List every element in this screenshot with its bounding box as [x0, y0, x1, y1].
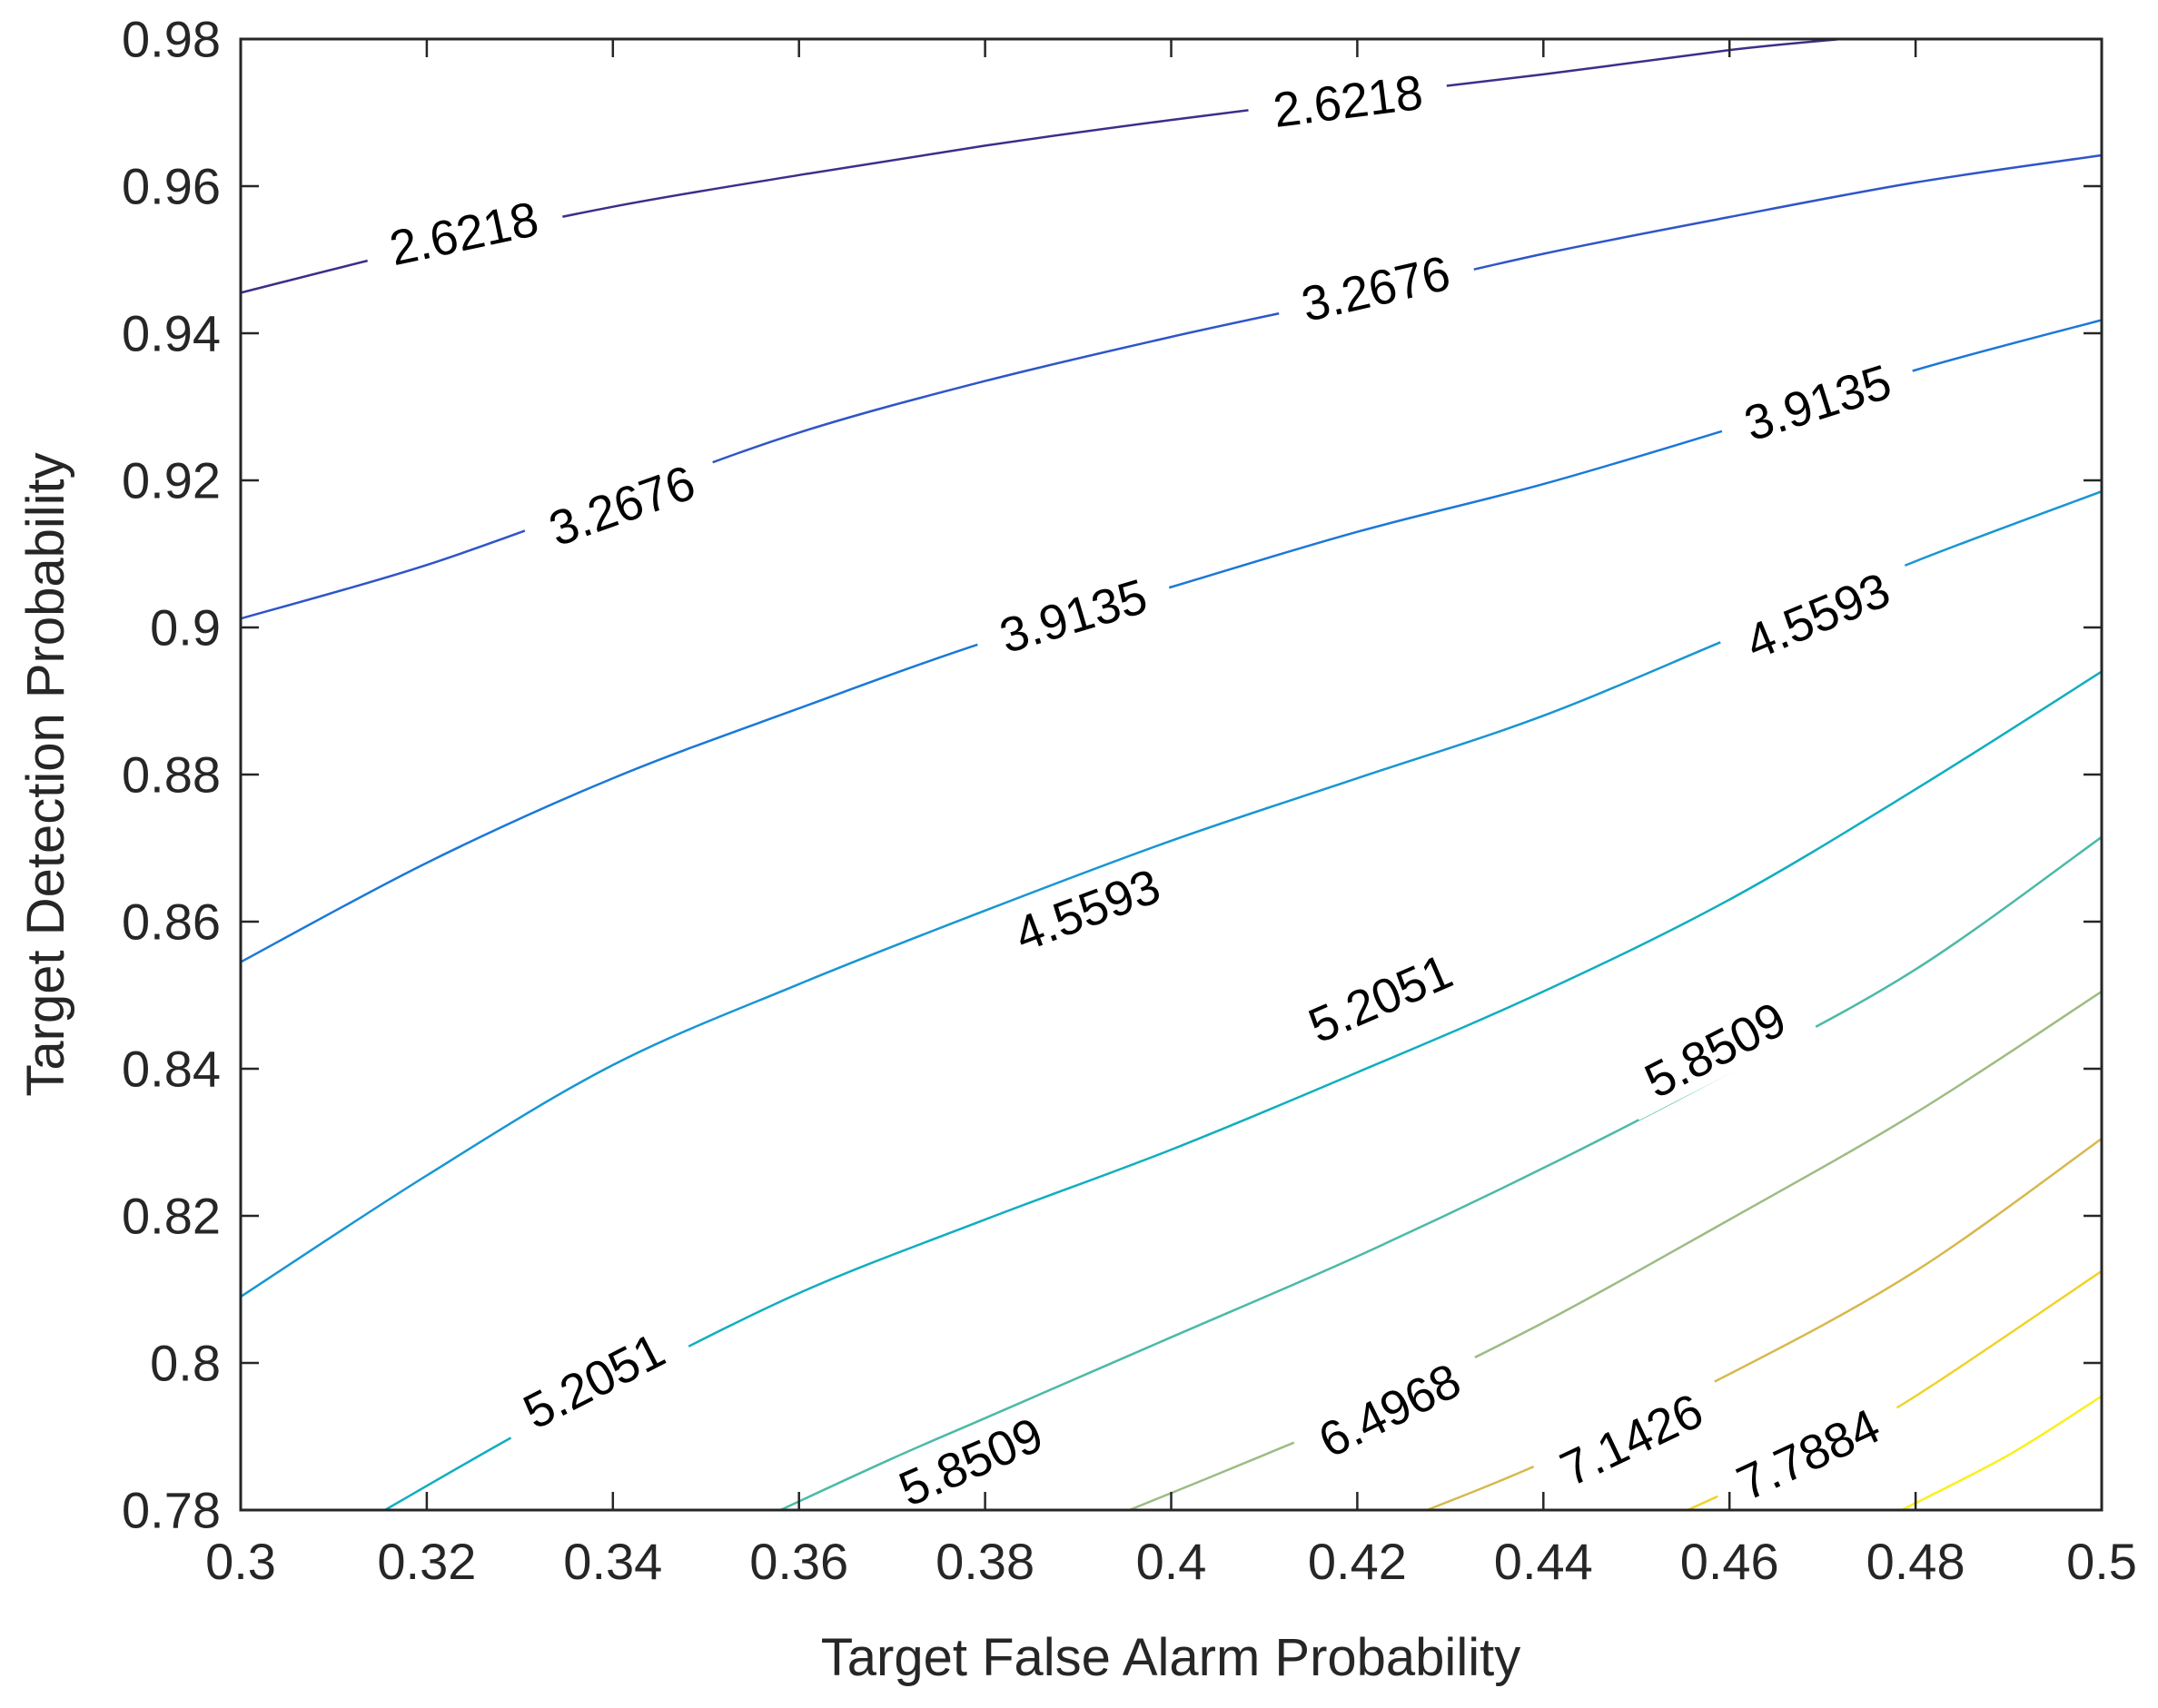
contour-line [239, 489, 2104, 1298]
y-tick-label: 0.92 [122, 452, 221, 509]
y-tick-label: 0.8 [150, 1335, 221, 1392]
x-tick-label: 0.4 [1136, 1533, 1207, 1590]
x-tick-label: 0.5 [2066, 1533, 2137, 1590]
x-tick-label: 0.32 [377, 1533, 476, 1590]
y-axis-ticks: 0.78 0.8 0.82 0.84 0.86 0.88 0.9 0.92 0.94 0.96 0.… [122, 11, 2102, 1539]
y-tick-label: 0.78 [122, 1482, 221, 1539]
x-tick-label: 0.36 [749, 1533, 848, 1590]
y-axis-title: Target Detection Probability [16, 452, 75, 1096]
contour-lines [239, 37, 2104, 1512]
x-tick-label: 0.3 [205, 1533, 276, 1590]
x-tick-label: 0.42 [1308, 1533, 1407, 1590]
contour-line [383, 670, 2104, 1512]
y-tick-label: 0.88 [122, 746, 221, 804]
y-tick-label: 0.86 [122, 893, 221, 951]
x-tick-label: 0.34 [563, 1533, 662, 1590]
y-tick-label: 0.94 [122, 305, 221, 362]
y-tick-label: 0.98 [122, 11, 221, 68]
y-tick-label: 0.84 [122, 1041, 221, 1098]
contour-line [1900, 1395, 2104, 1512]
y-tick-label: 0.82 [122, 1188, 221, 1245]
y-tick-label: 0.9 [150, 599, 221, 657]
contour-line [1686, 1269, 2104, 1512]
contour-line [1128, 990, 2104, 1512]
x-tick-label: 0.38 [935, 1533, 1034, 1590]
x-axis-title: Target False Alarm Probability [821, 1628, 1520, 1687]
contour-line [778, 835, 2104, 1512]
x-tick-label: 0.44 [1494, 1533, 1593, 1590]
x-tick-label: 0.46 [1680, 1533, 1779, 1590]
contour-line [239, 153, 2104, 620]
contour-line [239, 37, 1843, 294]
contour-line [239, 319, 2104, 963]
x-tick-label: 0.48 [1866, 1533, 1965, 1590]
y-tick-label: 0.96 [122, 158, 221, 215]
contour-line [1425, 1137, 2104, 1512]
x-axis-ticks: 0.3 0.32 0.34 0.36 0.38 0.4 0.42 0.44 0.46 0.48 0.… [205, 39, 2137, 1590]
